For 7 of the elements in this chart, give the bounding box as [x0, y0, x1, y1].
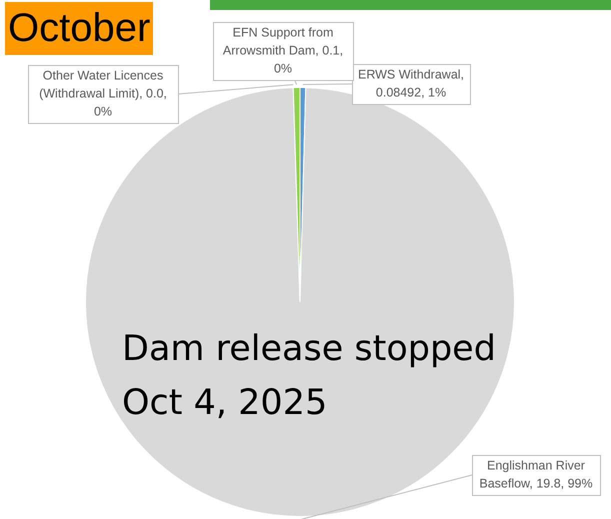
- category-label: Other Water Licences (Withdrawal Limit), 0.0,: [39, 68, 167, 100]
- chart-title: October: [5, 2, 154, 55]
- slice-label: ERWS Withdrawal, 0.08492, 1%: [358, 67, 464, 100]
- text: 0%: [94, 104, 112, 118]
- slice-label: EFN Support from Arrowsmith Dam, 0.1, 0%: [222, 25, 344, 76]
- text: Dam release stopped Oct 4, 2025: [122, 328, 496, 425]
- slice-label: Englishman River Baseflow, 19.8, 99%: [479, 458, 593, 490]
